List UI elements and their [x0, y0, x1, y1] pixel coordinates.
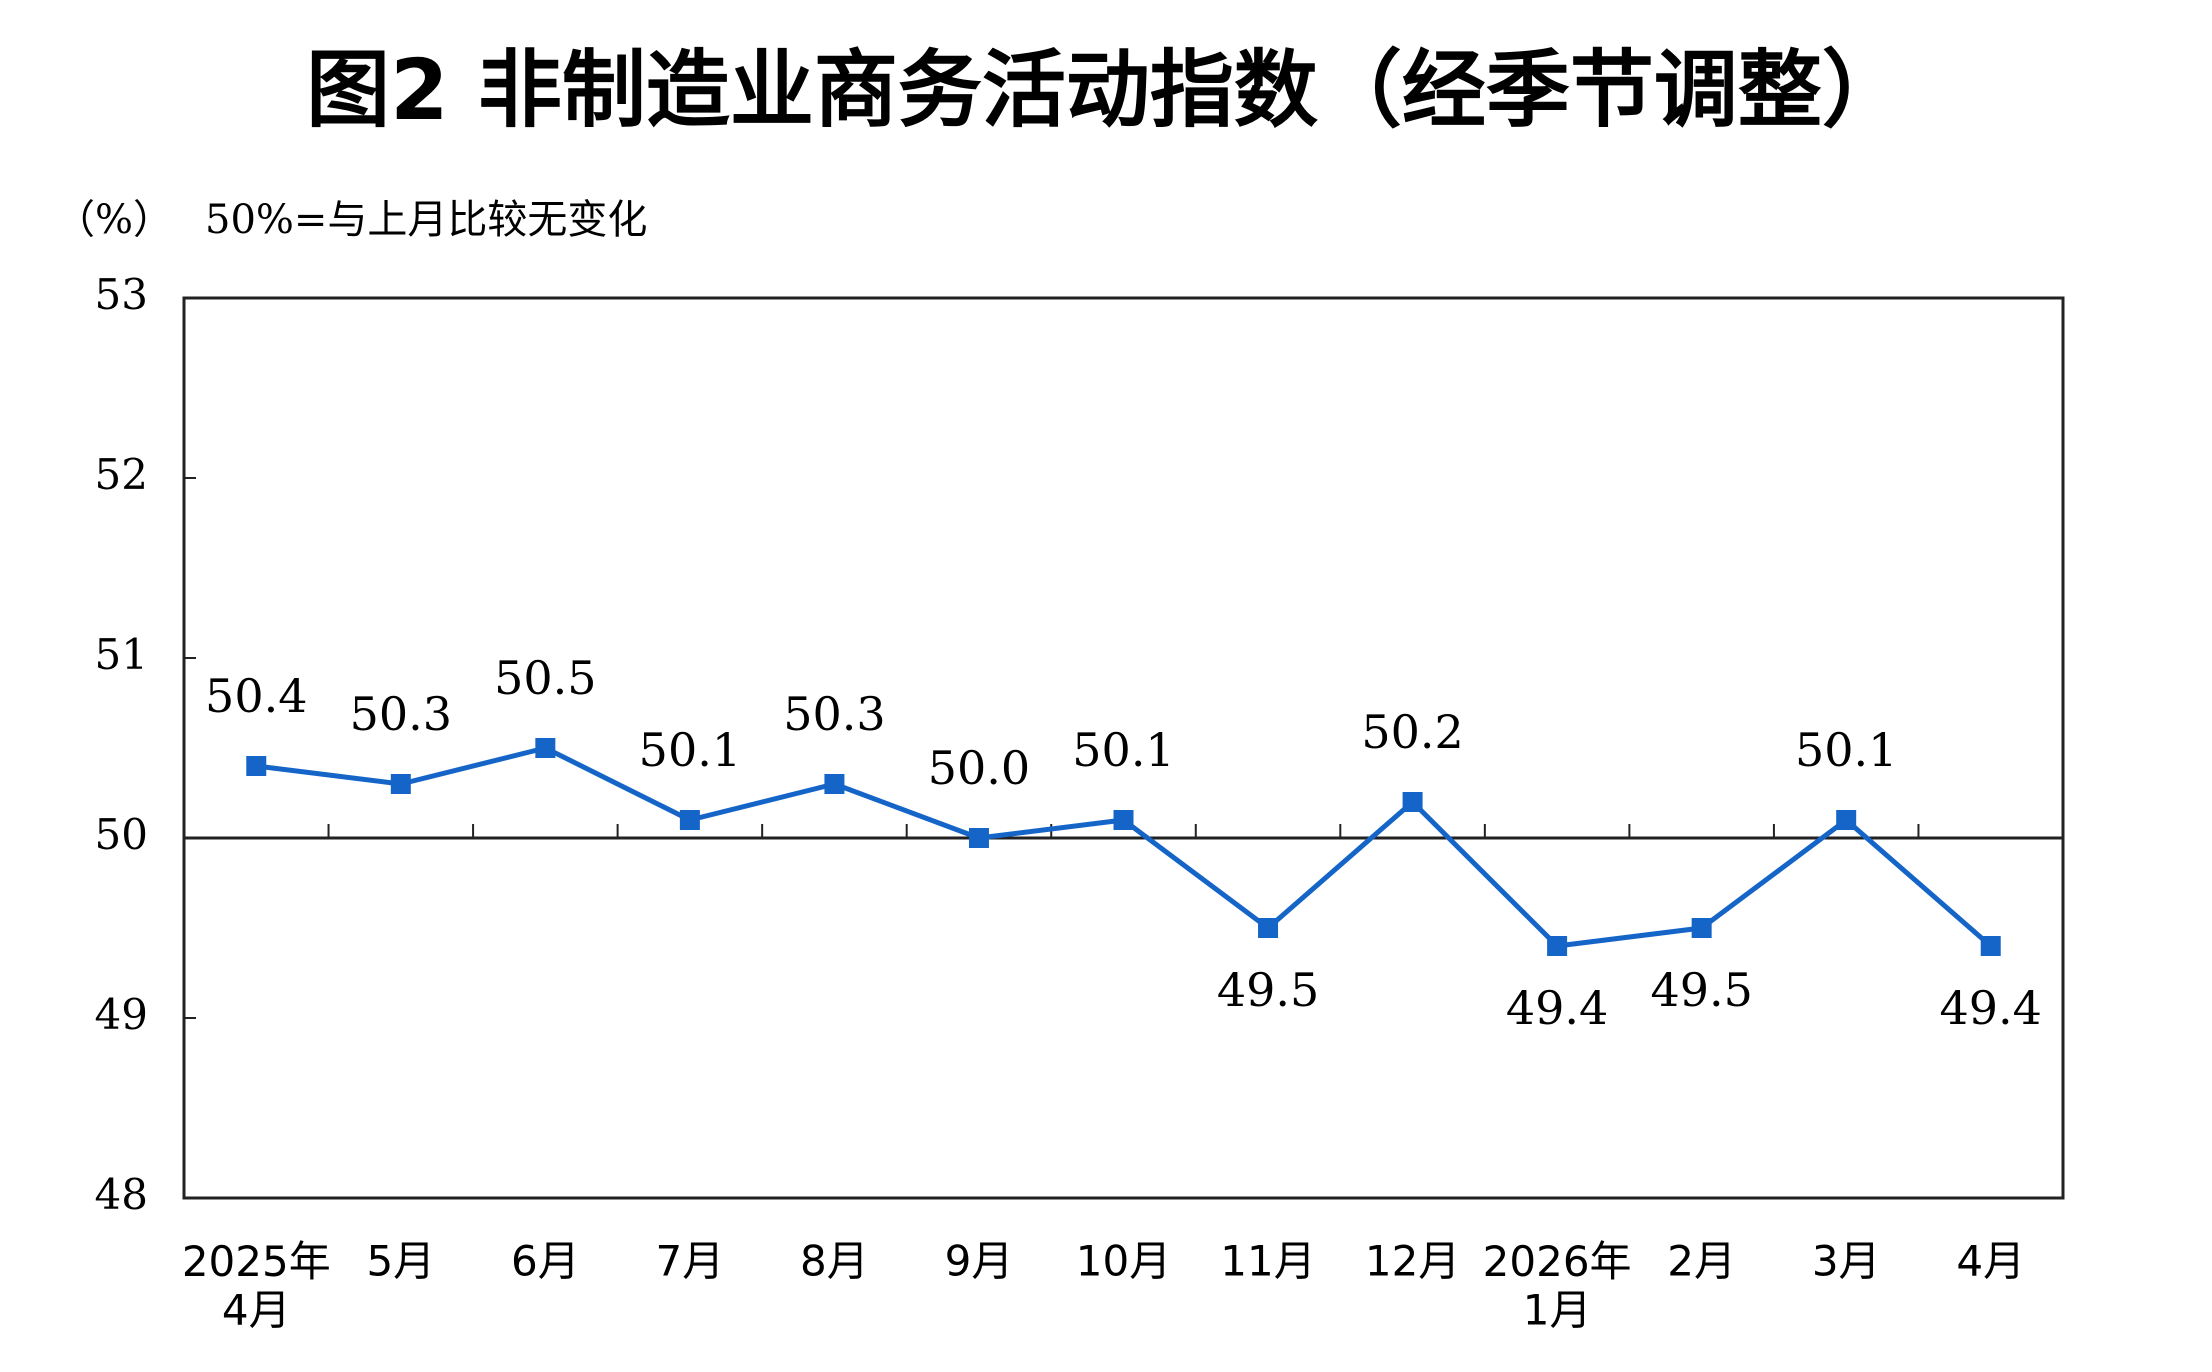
plot-frame: [182, 296, 2065, 1200]
y-axis-label: （%）: [55, 197, 173, 243]
y-tick-label: 52: [95, 450, 148, 499]
data-label: 50.1: [1795, 723, 1897, 777]
x-tick-label: 8月: [800, 1237, 869, 1286]
y-tick-label: 50: [95, 810, 148, 859]
marker: [1402, 792, 1423, 812]
data-label: 50.1: [1072, 723, 1174, 777]
marker: [1547, 936, 1568, 956]
x-tick-label: 4月: [1956, 1237, 2025, 1286]
data-label: 50.4: [205, 669, 307, 723]
y-tick-label: 48: [95, 1170, 148, 1219]
x-tick-label: 3月: [1812, 1237, 1881, 1286]
marker: [679, 810, 700, 830]
marker: [390, 774, 411, 794]
data-label: 50.1: [639, 723, 741, 777]
data-label: 49.5: [1217, 963, 1319, 1017]
x-tick-label: 5月: [366, 1237, 435, 1286]
x-tick-label: 11月: [1220, 1237, 1315, 1286]
x-tick-label: 12月: [1365, 1237, 1460, 1286]
series-line: [255, 745, 1993, 949]
note: 50%=与上月比较无变化: [205, 197, 647, 243]
x-tick-label: 7月: [656, 1237, 725, 1286]
marker: [1258, 918, 1279, 938]
data-label: 50.3: [350, 687, 452, 741]
x-tick-label: 9月: [945, 1237, 1014, 1286]
marker: [535, 738, 556, 758]
marker: [824, 774, 845, 794]
data-label: 49.5: [1650, 963, 1752, 1017]
data-label: 49.4: [1940, 981, 2042, 1035]
data-label: 50.5: [494, 651, 596, 705]
x-tick-label: 2026年 1月: [1483, 1237, 1632, 1334]
x-tick-label: 2月: [1667, 1237, 1736, 1286]
marker: [1691, 918, 1712, 938]
marker: [246, 756, 267, 776]
marker: [1980, 936, 2001, 956]
data-label: 50.0: [928, 741, 1030, 795]
x-tick-label: 6月: [511, 1237, 580, 1286]
marker: [1113, 810, 1134, 830]
data-label: 49.4: [1506, 981, 1608, 1035]
y-tick-label: 53: [95, 270, 148, 319]
x-tick-label: 10月: [1076, 1237, 1171, 1286]
data-label: 50.3: [783, 687, 885, 741]
chart-title: 图2 非制造业商务活动指数（经季节调整）: [306, 41, 1906, 139]
data-label: 50.2: [1361, 705, 1463, 759]
marker: [1836, 810, 1857, 830]
marker: [968, 828, 989, 848]
y-tick-label: 51: [95, 630, 148, 679]
x-tick-label: 2025年 4月: [182, 1237, 331, 1334]
y-tick-label: 49: [95, 990, 148, 1039]
